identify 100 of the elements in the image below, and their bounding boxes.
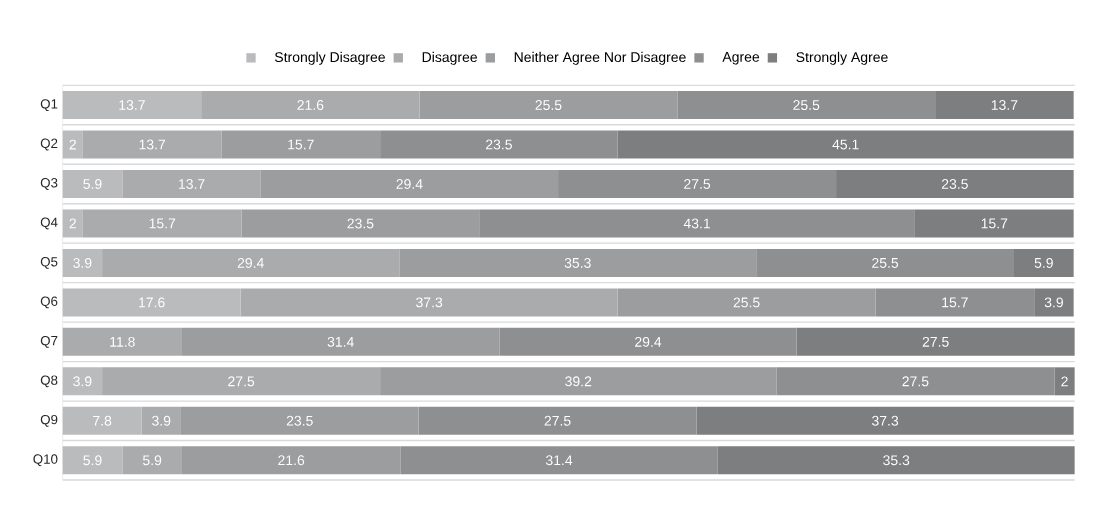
bar — [62, 288, 241, 317]
data-label: 35.3 — [564, 257, 591, 268]
bar — [1054, 367, 1075, 396]
bar — [717, 446, 1075, 475]
data-label: 25.5 — [872, 257, 899, 268]
bar — [62, 248, 103, 277]
bar — [419, 91, 678, 120]
bar — [181, 327, 500, 356]
data-label: 29.4 — [396, 179, 423, 189]
data-label: 2 — [69, 139, 76, 150]
data-label: 21.6 — [278, 455, 305, 466]
data-label: 2 — [69, 218, 76, 229]
legend-label: Agree — [722, 52, 760, 65]
bar — [756, 248, 1014, 277]
data-label: 5.9 — [83, 179, 102, 189]
data-label: 13.7 — [119, 100, 145, 111]
data-label: 15.7 — [981, 218, 1008, 229]
bar — [102, 248, 400, 277]
bar — [62, 367, 103, 396]
data-label: 7.8 — [93, 415, 112, 426]
bar — [558, 169, 837, 198]
bar — [380, 367, 777, 396]
bar — [241, 209, 480, 238]
data-label: 27.5 — [922, 336, 949, 347]
bar — [617, 130, 1074, 159]
bar — [82, 209, 242, 238]
bar — [62, 406, 142, 435]
legend-label: Strongly Disagree — [274, 51, 385, 65]
data-label: 25.5 — [793, 100, 820, 111]
y-tick-label: Q6 — [40, 296, 58, 309]
y-tick-label: Q3 — [40, 178, 58, 190]
bar — [696, 406, 1074, 435]
bar — [399, 248, 757, 277]
data-label: 43.1 — [683, 218, 710, 229]
bar — [62, 446, 123, 475]
data-label: 25.5 — [535, 100, 562, 111]
bar — [914, 209, 1074, 238]
bar — [796, 327, 1075, 356]
bar — [201, 91, 420, 120]
bar — [400, 446, 718, 475]
data-label: 31.4 — [545, 455, 573, 466]
bar — [181, 446, 401, 475]
data-label: 23.5 — [286, 415, 313, 426]
bar — [221, 130, 381, 159]
data-label: 13.7 — [991, 100, 1018, 111]
y-tick-label: Q7 — [40, 335, 58, 348]
bar — [62, 169, 123, 198]
data-label: 3.9 — [1044, 297, 1063, 308]
bar — [1014, 248, 1074, 277]
bar — [875, 288, 1035, 317]
data-label: 3.9 — [152, 415, 171, 426]
bar — [479, 209, 915, 238]
data-label: 27.5 — [684, 179, 711, 189]
bar — [677, 91, 936, 120]
bar — [122, 169, 261, 198]
bar — [260, 169, 559, 198]
data-label: 17.6 — [139, 297, 165, 308]
data-label: 15.7 — [288, 139, 314, 150]
data-label: 21.6 — [297, 100, 324, 111]
data-label: 23.5 — [486, 139, 512, 150]
y-tick-label: Q1 — [40, 99, 58, 111]
bar — [836, 169, 1074, 198]
y-tick-label: Q2 — [40, 138, 58, 151]
bar — [141, 406, 181, 435]
bar — [418, 406, 697, 435]
data-label: 37.3 — [416, 297, 443, 308]
data-label: 3.9 — [73, 257, 92, 268]
bar — [180, 406, 419, 435]
data-label: 3.9 — [73, 376, 92, 387]
bar — [1034, 288, 1074, 317]
data-label: 37.3 — [872, 415, 899, 426]
data-label: 35.3 — [883, 455, 910, 466]
bar — [380, 130, 618, 159]
bar — [499, 327, 797, 356]
bar — [62, 91, 202, 120]
bar — [617, 288, 876, 317]
y-tick-label: Q4 — [40, 217, 58, 230]
data-label: 23.5 — [941, 179, 968, 189]
bar — [240, 288, 618, 317]
data-label: 5.9 — [83, 455, 102, 466]
legend-label: Neither Agree Nor Disagree — [514, 51, 686, 65]
data-label: 27.5 — [228, 376, 255, 387]
data-label: 13.7 — [179, 179, 205, 189]
data-label: 5.9 — [142, 455, 162, 466]
y-tick-label: Q10 — [33, 454, 58, 467]
legend-label: Strongly Agree — [796, 51, 888, 65]
data-label: 2 — [1061, 376, 1068, 387]
y-tick-label: Q9 — [40, 414, 58, 427]
data-label: 15.7 — [942, 297, 968, 308]
bar — [62, 209, 83, 238]
data-label: 15.7 — [149, 218, 176, 229]
bar — [82, 130, 222, 159]
bar — [776, 367, 1055, 396]
y-tick-label: Q8 — [40, 375, 58, 388]
bar — [62, 130, 83, 159]
bar — [102, 367, 381, 396]
data-label: 27.5 — [902, 376, 929, 387]
data-label: 5.9 — [1034, 257, 1053, 268]
data-label: 39.2 — [565, 376, 592, 387]
data-label: 13.7 — [139, 139, 166, 150]
